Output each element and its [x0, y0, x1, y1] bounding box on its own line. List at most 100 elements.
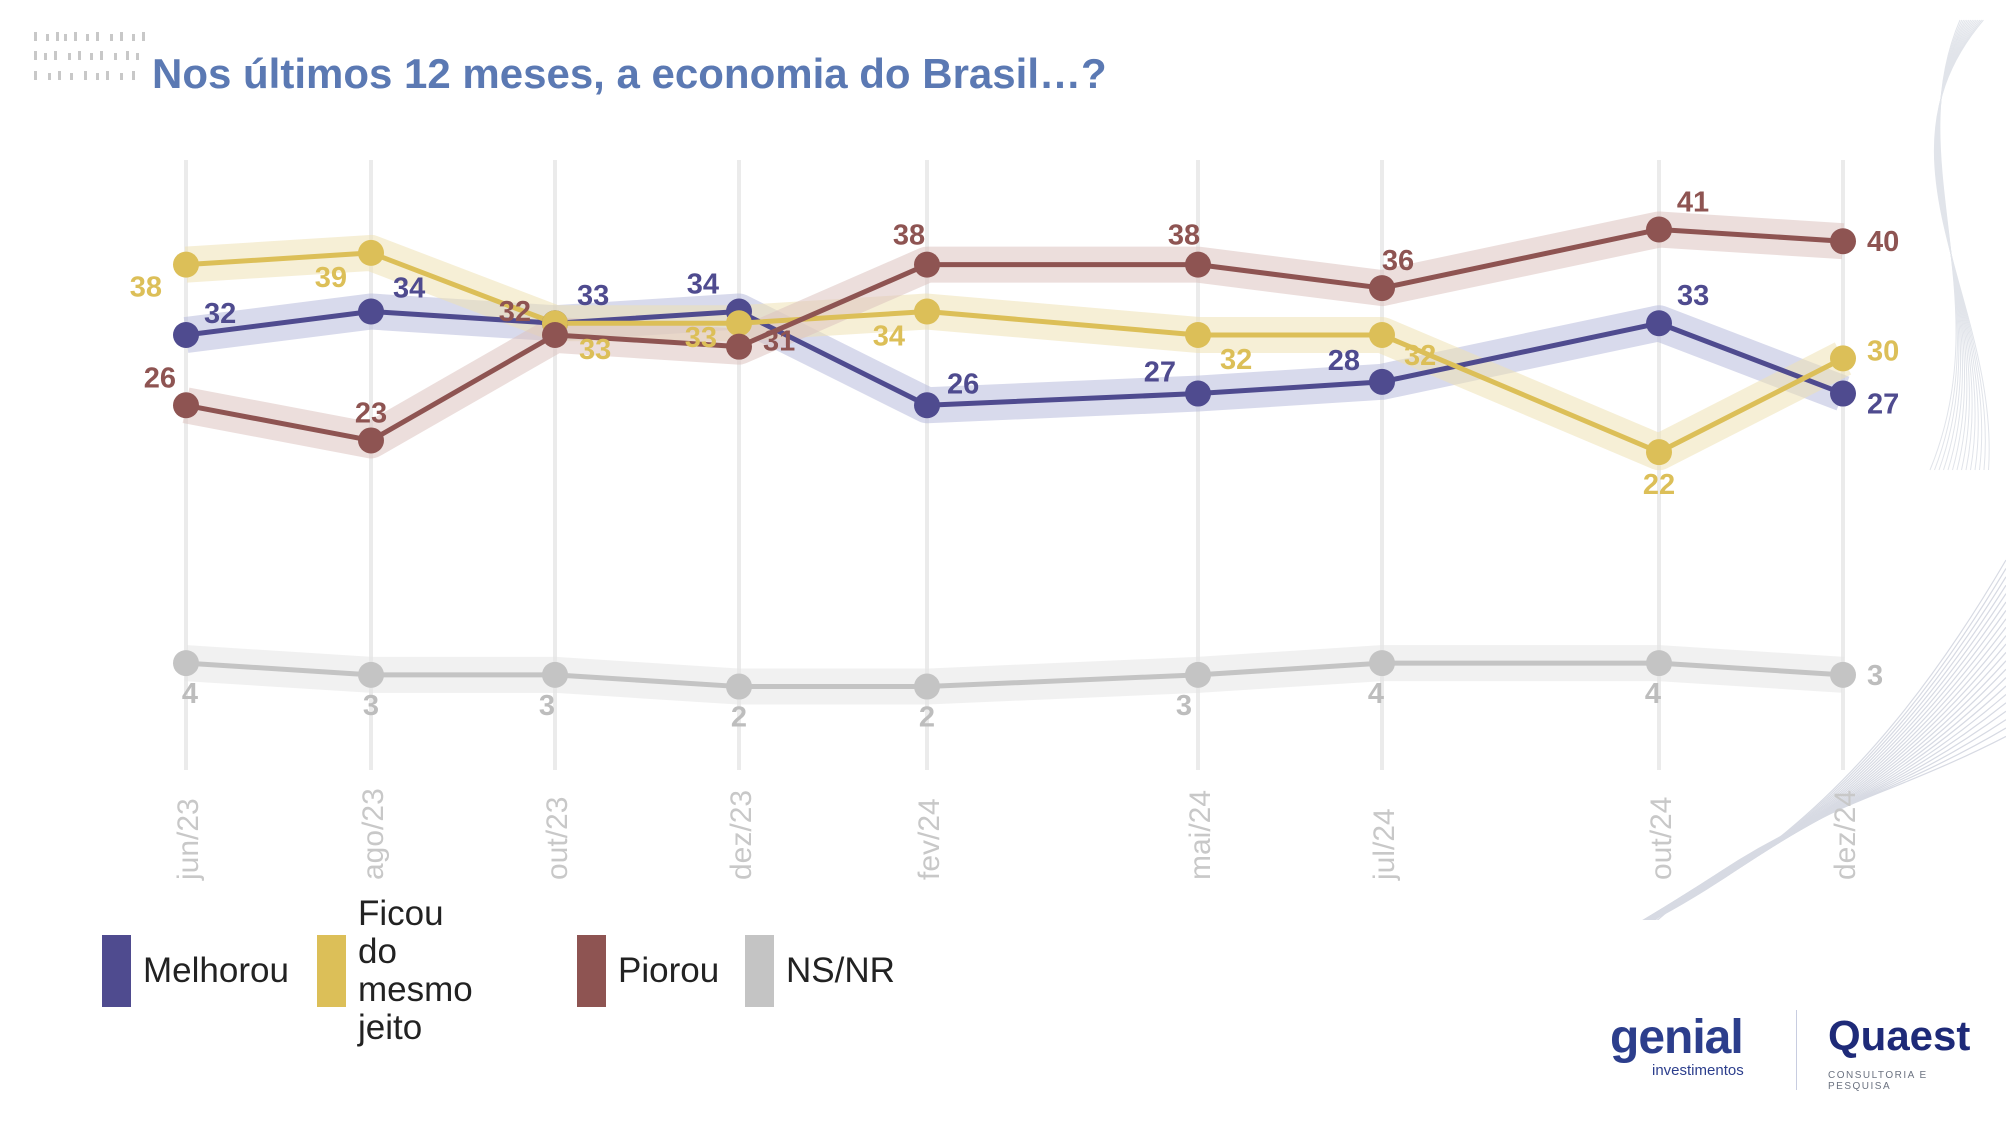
data-point [358, 427, 384, 454]
data-label: 41 [1677, 186, 1709, 218]
data-label: 32 [499, 296, 531, 328]
legend-swatch [317, 935, 346, 1007]
data-label: 4 [182, 678, 198, 710]
legend-item: Piorou [577, 935, 719, 1007]
data-label: 34 [687, 269, 719, 301]
decorative-marks [34, 32, 145, 80]
data-label: 4 [1645, 678, 1661, 710]
quaest-logo-subtitle: CONSULTORIA E PESQUISA [1828, 1070, 1928, 1092]
legend-label: NS/NR [786, 951, 895, 990]
x-tick-label: dez/24 [1829, 790, 1862, 880]
data-point [1830, 380, 1856, 407]
legend-label: Melhorou [143, 951, 289, 990]
x-tick-label: mai/24 [1184, 790, 1217, 880]
data-point [726, 333, 752, 360]
x-tick-label: dez/23 [725, 790, 758, 880]
legend-swatch [745, 935, 774, 1007]
data-label: 3 [1176, 690, 1192, 722]
data-point [358, 239, 384, 266]
data-point [726, 673, 752, 700]
data-label: 27 [1867, 389, 1899, 421]
data-point [1369, 650, 1395, 677]
x-tick-label: fev/24 [913, 798, 946, 880]
legend-item: Melhorou [102, 935, 289, 1007]
decorative-wave-line [1646, 693, 2006, 920]
data-label: 31 [763, 326, 795, 358]
data-label: 38 [893, 220, 925, 252]
data-point [1185, 380, 1211, 407]
data-point [1646, 650, 1672, 677]
data-point [1369, 368, 1395, 395]
legend-item: NS/NR [745, 935, 895, 1007]
data-label: 32 [204, 298, 236, 330]
data-point [1646, 439, 1672, 466]
data-label: 30 [1867, 335, 1899, 367]
data-point [726, 310, 752, 337]
data-label: 33 [1677, 280, 1709, 312]
data-label: 34 [873, 321, 905, 353]
data-label: 33 [685, 322, 717, 354]
data-point [542, 321, 568, 348]
decorative-wave-line [1642, 652, 2006, 920]
data-label: 40 [1867, 226, 1899, 258]
x-axis-tick-labels: jun/23 ago/23 out/23 dez/23 fev/24 mai/24 jul/… [172, 788, 1862, 881]
sponsor-logos: genial investimentos Quaest CONSULTORIA … [1610, 1010, 1990, 1110]
data-label: 26 [947, 368, 979, 400]
data-label: 36 [1382, 245, 1414, 277]
data-point [1830, 228, 1856, 255]
data-label: 38 [130, 272, 162, 304]
data-point [173, 392, 199, 419]
legend-swatch [577, 935, 606, 1007]
data-label: 39 [315, 262, 347, 294]
data-label: 33 [579, 334, 611, 366]
data-point [1830, 661, 1856, 688]
series-bands [182, 211, 1852, 705]
data-point [173, 321, 199, 348]
quaest-logo: Quaest [1828, 1012, 1971, 1059]
data-point [1646, 310, 1672, 337]
data-label: 27 [1144, 357, 1176, 389]
x-tick-label: out/23 [541, 797, 574, 880]
data-point [358, 298, 384, 325]
data-point [914, 673, 940, 700]
decorative-wave-line [1937, 19, 1970, 471]
data-point [1646, 216, 1672, 243]
data-point [914, 392, 940, 419]
decorative-wave-line [1649, 710, 2006, 920]
data-point [1369, 275, 1395, 302]
data-point [1185, 661, 1211, 688]
data-label: 3 [1867, 660, 1883, 692]
data-point [1369, 321, 1395, 348]
x-tick-label: jun/23 [172, 798, 205, 881]
data-label: 38 [1168, 220, 1200, 252]
genial-logo-subtitle: investimentos [1652, 1062, 1744, 1079]
data-point [542, 661, 568, 688]
legend-item: Ficou do mesmo jeito [317, 895, 473, 1047]
x-tick-label: jul/24 [1368, 808, 1401, 881]
legend-label: Ficou do mesmo jeito [358, 894, 473, 1047]
data-point [1185, 321, 1211, 348]
legend-swatch [102, 935, 131, 1007]
data-label: 28 [1328, 345, 1360, 377]
data-label: 32 [1404, 340, 1436, 372]
data-label: 4 [1368, 678, 1384, 710]
x-tick-label: ago/23 [357, 788, 390, 880]
series-points [173, 216, 1856, 700]
data-label: 22 [1643, 469, 1675, 501]
x-tick-label: out/24 [1645, 797, 1678, 880]
data-label: 34 [393, 273, 425, 305]
data-point [358, 661, 384, 688]
data-point [1185, 251, 1211, 278]
decorative-wave-line [1646, 593, 2006, 920]
chart-title: Nos últimos 12 meses, a economia do Bras… [152, 50, 1107, 97]
decorative-wave-line [1648, 702, 2006, 920]
decorative-wave-line [1645, 685, 2006, 920]
data-label: 3 [363, 690, 379, 722]
data-label: 26 [144, 362, 176, 394]
data-label: 2 [731, 702, 747, 734]
decorative-waves [1642, 19, 2006, 920]
decorative-wave-line [1651, 559, 2006, 920]
data-label: 32 [1220, 344, 1252, 376]
data-point [914, 298, 940, 325]
